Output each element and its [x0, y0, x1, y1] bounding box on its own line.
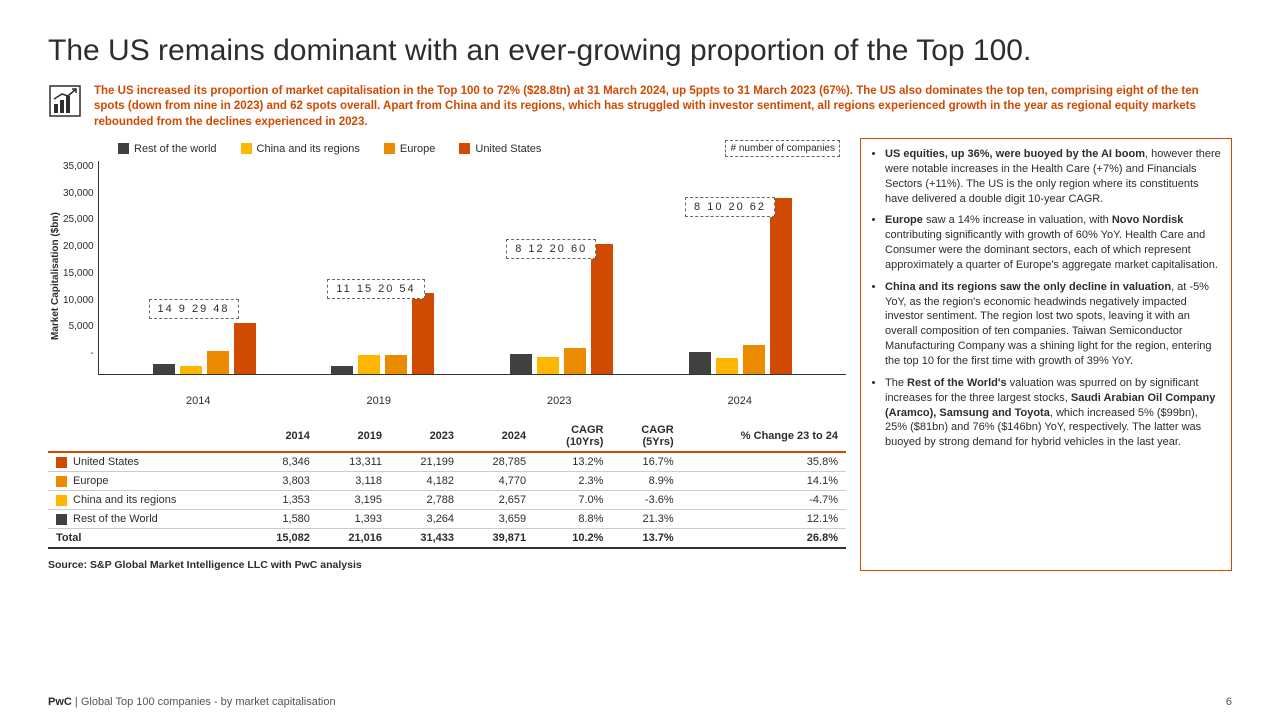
left-panel: Rest of the world China and its regions …: [48, 138, 846, 571]
plot-area: 14 9 29 48 11 15 20 54 8 12 20 60 8 10 20 6…: [98, 161, 846, 375]
y-axis-label: Market Capitalisation ($bn): [48, 161, 63, 391]
x-axis: 2014201920232024: [48, 391, 846, 407]
footer-brand: PwC: [48, 696, 72, 708]
growth-chart-icon: [48, 84, 82, 131]
legend-rest: Rest of the world: [134, 143, 217, 155]
companies-box-2014: 14 9 29 48: [149, 299, 239, 319]
bar-us-2023: [591, 244, 613, 374]
footer: PwC | Global Top 100 companies - by mark…: [48, 696, 1232, 708]
page-number: 6: [1226, 696, 1232, 708]
bar-china-2019: [358, 355, 380, 375]
bar-china-2024: [716, 358, 738, 374]
bar-us-2019: [412, 293, 434, 374]
insight-bullet: Europe saw a 14% increase in valuation, …: [885, 213, 1221, 272]
insight-bullet: The Rest of the World's valuation was sp…: [885, 376, 1221, 450]
bar-chart: Market Capitalisation ($bn) 35,00030,000…: [48, 161, 846, 391]
bar-europe-2024: [743, 345, 765, 374]
swatch-us: [459, 143, 470, 154]
insight-bullet: China and its regions saw the only decli…: [885, 280, 1221, 369]
bar-europe-2023: [564, 348, 586, 374]
bar-us-2024: [770, 198, 792, 374]
swatch-china: [241, 143, 252, 154]
swatch-europe: [384, 143, 395, 154]
bar-china-2014: [180, 366, 202, 374]
intro-row: The US increased its proportion of marke…: [48, 84, 1232, 131]
swatch-rest: [118, 143, 129, 154]
legend-china: China and its regions: [257, 143, 360, 155]
bar-europe-2019: [385, 355, 407, 374]
page-title: The US remains dominant with an ever-gro…: [48, 32, 1232, 70]
legend-numbox: # number of companies: [725, 140, 840, 157]
source-note: Source: S&P Global Market Intelligence L…: [48, 559, 846, 571]
companies-box-2024: 8 10 20 62: [685, 197, 775, 217]
bar-rest-2024: [689, 352, 711, 374]
data-table: 2014201920232024CAGR (10Yrs)CAGR (5Yrs)%…: [48, 421, 846, 549]
bar-rest-2023: [510, 354, 532, 374]
legend-us: United States: [475, 143, 541, 155]
bar-rest-2019: [331, 366, 353, 375]
footer-doc: Global Top 100 companies - by market cap…: [81, 696, 336, 708]
intro-text: The US increased its proportion of marke…: [94, 84, 1232, 131]
bar-us-2014: [234, 323, 256, 374]
bar-rest-2014: [153, 364, 175, 374]
companies-box-2019: 11 15 20 54: [327, 279, 424, 299]
insights-panel: US equities, up 36%, were buoyed by the …: [860, 138, 1232, 571]
bar-europe-2014: [207, 351, 229, 374]
bar-china-2023: [537, 357, 559, 374]
chart-legend: Rest of the world China and its regions …: [118, 140, 846, 157]
footer-sep: |: [72, 696, 81, 708]
legend-europe: Europe: [400, 143, 435, 155]
insight-bullet: US equities, up 36%, were buoyed by the …: [885, 147, 1221, 206]
companies-box-2023: 8 12 20 60: [506, 239, 596, 259]
y-axis-ticks: 35,00030,00025,00020,00015,00010,0005,00…: [63, 161, 98, 375]
